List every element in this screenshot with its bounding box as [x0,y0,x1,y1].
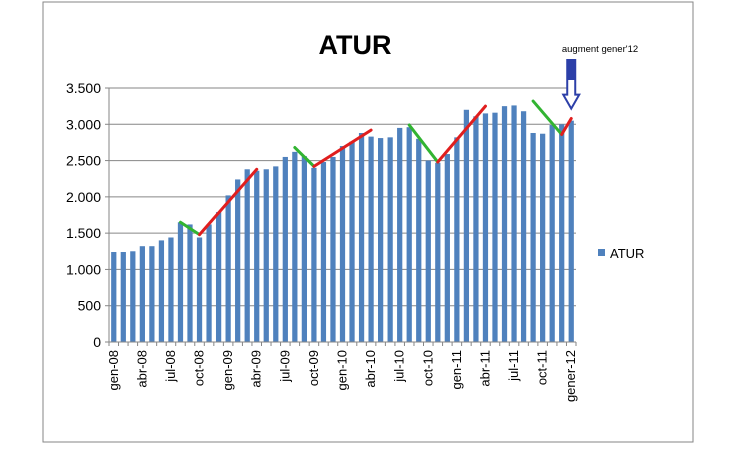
bar [549,125,555,342]
trend-line [560,116,573,136]
bar [311,167,317,342]
bar [196,237,203,342]
x-tick-label: gen-10 [335,350,350,390]
bar [273,166,279,342]
trend-lines [178,99,573,237]
axes: 0 500 1.000 1.500 2.000 2.500 3.000 3.500 gen-08… [66,80,578,402]
bar [416,138,422,342]
bar [130,251,136,342]
bar [139,246,145,342]
bar [206,224,212,342]
x-tick-label: abr-09 [249,350,264,388]
trend-line [312,128,373,168]
x-tick-label: oct-10 [420,350,435,386]
y-tick-label: 3.500 [66,80,101,96]
bar [406,127,412,342]
bar [349,141,355,342]
bar [120,252,126,342]
bar [149,246,155,342]
bar [501,106,508,343]
bar [244,169,250,342]
bar [540,133,546,342]
bar [330,156,336,342]
bar [425,160,431,342]
y-tick-label: 0 [93,334,101,350]
annotation: augment gener'12 [561,44,638,111]
x-tick-label: gen-08 [106,350,121,390]
bar [473,116,479,342]
bar [482,113,489,343]
chart-title: ATUR [319,30,392,60]
trend-line [198,167,259,237]
bar [339,146,346,342]
bar [263,169,269,342]
x-tick-label: oct-11 [535,350,550,385]
bar [282,156,288,342]
bar [158,240,165,342]
bar [292,151,298,342]
x-tick-label: gen-11 [449,350,464,390]
bar [225,195,231,342]
bar [511,105,517,342]
x-tick-label: jul-08 [163,350,178,383]
y-tick-label: 1.500 [66,225,101,241]
trend-line [407,123,440,164]
bar [530,132,536,342]
chart-border [42,1,694,443]
bar [215,212,222,342]
bar [368,136,374,342]
bar [168,237,174,342]
bar [454,137,460,342]
bars [111,105,574,343]
x-tick-label: gen-09 [220,350,235,390]
bar [463,109,470,343]
annotation-label: augment gener'12 [562,44,638,55]
bar [520,111,527,342]
bar [559,124,565,343]
trend-line [293,146,316,168]
trend-line [178,220,202,237]
bar [492,112,498,342]
x-tick-label: abr-08 [134,350,149,388]
bar [358,132,365,342]
bar [177,222,184,342]
x-tick-label: oct-09 [306,350,321,386]
x-tick-label: abr-10 [363,350,378,388]
trend-line [436,104,487,164]
bar [111,252,117,342]
y-tick-label: 1.000 [66,261,101,277]
bar [301,156,307,342]
bar [378,138,384,342]
bar [187,224,193,342]
legend-label: ATUR [610,246,644,261]
bar [387,137,393,342]
y-tick-label: 500 [78,298,102,314]
annotation-arrow-shaft [567,60,576,80]
bar [435,162,441,342]
x-tick-label: abr-11 [477,350,492,387]
bar [568,120,574,343]
bar [320,162,327,342]
y-tick-label: 3.000 [66,116,101,132]
x-tick-label: jul-10 [392,350,407,383]
legend: ATUR [598,246,644,261]
x-tick-label: jul-09 [277,350,292,383]
legend-swatch [598,249,605,256]
y-tick-label: 2.500 [66,153,101,169]
bar [397,127,403,343]
bar [235,179,241,342]
bar [254,170,260,342]
trend-line [531,99,564,136]
x-tick-label: gener-12 [563,350,578,402]
y-tick-label: 2.000 [66,189,101,205]
x-tick-label: jul-11 [506,350,521,382]
bar [444,154,450,342]
x-tick-label: oct-08 [192,350,207,386]
